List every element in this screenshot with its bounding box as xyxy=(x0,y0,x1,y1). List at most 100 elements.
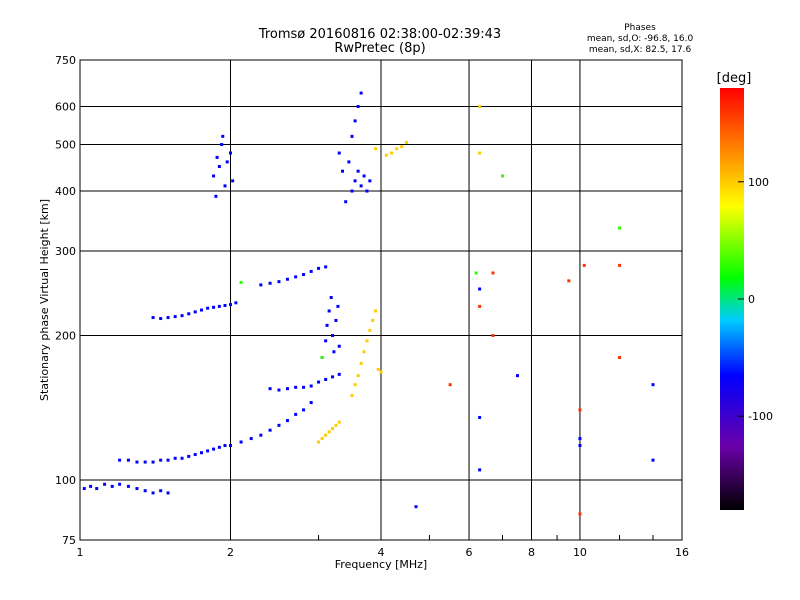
data-point xyxy=(239,440,243,444)
data-point xyxy=(118,482,122,486)
data-point xyxy=(329,296,333,300)
data-point xyxy=(491,334,495,338)
colorbar-tick-label: 0 xyxy=(748,293,755,306)
data-point xyxy=(578,408,582,412)
data-point xyxy=(239,280,243,284)
data-point xyxy=(384,153,388,157)
data-point xyxy=(126,484,130,488)
x-tick-label: 6 xyxy=(466,546,473,559)
data-point xyxy=(327,430,331,434)
data-point xyxy=(347,160,351,164)
data-point xyxy=(320,355,324,359)
legend-title: Phases xyxy=(624,23,656,33)
data-point xyxy=(217,304,221,308)
data-point xyxy=(353,179,357,183)
data-point xyxy=(95,487,99,491)
data-point xyxy=(225,160,229,164)
legend-line-o: mean, sd,O: -96.8, 16.0 xyxy=(587,34,694,44)
legend-line-x: mean, sd,X: 82.5, 17.6 xyxy=(589,45,692,55)
data-point xyxy=(89,484,93,488)
data-point xyxy=(501,174,505,178)
data-point xyxy=(651,458,655,462)
y-tick-label: 100 xyxy=(55,474,76,487)
x-tick-label: 1 xyxy=(77,546,84,559)
data-point xyxy=(268,387,272,391)
data-point xyxy=(285,277,289,281)
x-tick-label: 8 xyxy=(528,546,535,559)
data-point xyxy=(350,189,354,193)
data-point xyxy=(578,437,582,441)
data-point xyxy=(317,440,321,444)
x-tick-label: 4 xyxy=(378,546,385,559)
data-point xyxy=(212,447,216,451)
colorbar-tick-label: -100 xyxy=(748,410,773,423)
data-point xyxy=(448,383,452,387)
data-point xyxy=(379,370,383,374)
data-point xyxy=(309,384,313,388)
y-tick-label: 75 xyxy=(62,534,76,547)
data-point xyxy=(390,151,394,155)
y-tick-label: 750 xyxy=(55,54,76,67)
x-axis-ticks: 1 2 4 6 8 10 16 xyxy=(77,535,689,559)
data-point xyxy=(302,385,306,389)
data-point xyxy=(331,427,335,431)
data-point xyxy=(359,91,363,95)
data-point xyxy=(368,328,372,332)
data-point xyxy=(151,460,155,464)
data-point xyxy=(259,433,263,437)
data-point xyxy=(371,318,375,322)
data-point xyxy=(350,134,354,138)
data-point xyxy=(215,155,219,159)
data-point xyxy=(187,454,191,458)
data-point xyxy=(166,316,170,320)
data-point xyxy=(478,151,482,155)
data-point xyxy=(478,468,482,472)
data-point xyxy=(356,105,360,109)
data-point xyxy=(285,387,289,391)
data-point xyxy=(277,388,281,392)
data-point xyxy=(478,105,482,109)
data-point xyxy=(135,460,139,464)
data-point xyxy=(365,339,369,343)
colorbar-ticks: 100 0 -100 xyxy=(738,176,773,423)
chart-title: Tromsø 20160816 02:38:00-02:39:43 xyxy=(258,27,501,42)
data-point xyxy=(356,374,360,378)
y-axis-label: Stationary phase Virtual Height [km] xyxy=(38,199,51,401)
data-point xyxy=(212,174,216,178)
data-point xyxy=(187,312,191,316)
data-point xyxy=(217,445,221,449)
data-point xyxy=(350,394,354,398)
data-point xyxy=(294,412,298,416)
data-point xyxy=(200,308,204,312)
data-point xyxy=(285,419,289,423)
data-point xyxy=(336,304,340,308)
data-point xyxy=(368,179,372,183)
data-point xyxy=(325,323,329,327)
data-point xyxy=(334,318,338,322)
data-point xyxy=(582,263,586,267)
data-point xyxy=(151,491,155,495)
data-point xyxy=(337,151,341,155)
y-tick-label: 400 xyxy=(55,185,76,198)
data-point xyxy=(302,408,306,412)
data-point xyxy=(414,505,418,509)
data-point xyxy=(220,143,224,147)
x-axis-label: Frequency [MHz] xyxy=(335,558,427,571)
data-point xyxy=(135,487,139,491)
data-point xyxy=(166,458,170,462)
data-point xyxy=(365,189,369,193)
data-point xyxy=(324,433,328,437)
data-point xyxy=(214,194,218,198)
data-point xyxy=(374,147,378,151)
data-point xyxy=(234,301,238,305)
data-point xyxy=(578,512,582,516)
data-point xyxy=(618,263,622,267)
data-point xyxy=(337,344,341,348)
data-point xyxy=(221,134,225,138)
colorbar-label: [deg] xyxy=(717,71,752,86)
data-point xyxy=(567,279,571,283)
data-point xyxy=(320,437,324,441)
data-point xyxy=(294,275,298,279)
data-point xyxy=(249,437,253,441)
